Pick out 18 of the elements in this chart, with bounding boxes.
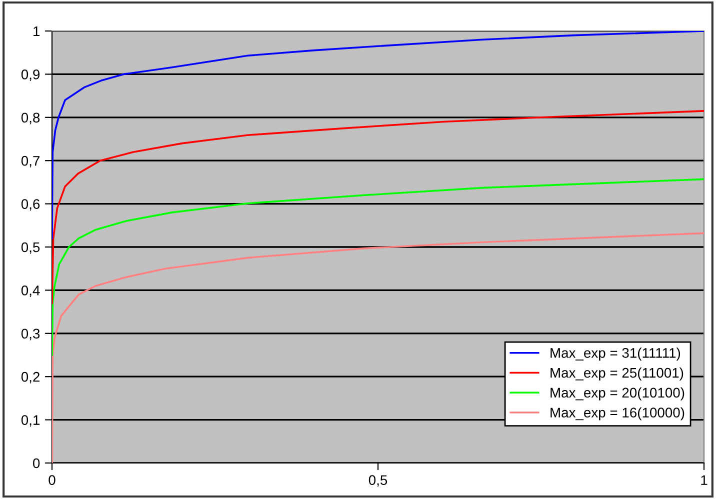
legend-label: Max_exp = 31(11111) bbox=[550, 348, 680, 361]
x-tick-label: 0,5 bbox=[368, 475, 388, 487]
y-tick-label: 0 bbox=[33, 458, 40, 468]
y-tick-label: 0,5 bbox=[21, 242, 40, 254]
y-tick-label: 0,4 bbox=[21, 286, 40, 298]
y-tick-label: 0,1 bbox=[21, 415, 40, 427]
y-tick-label: 1 bbox=[34, 26, 40, 36]
legend-label: Max_exp = 20(10100) bbox=[550, 387, 684, 400]
y-tick-label: 0,9 bbox=[21, 70, 40, 82]
legend-label: Max_exp = 25(11001) bbox=[550, 368, 684, 380]
x-tick-label: 0 bbox=[48, 475, 56, 486]
x-tick-label: 1 bbox=[701, 475, 708, 485]
y-tick-label: 0,3 bbox=[21, 328, 40, 340]
y-tick-label: 0,6 bbox=[21, 199, 40, 211]
y-tick-label: 0,8 bbox=[21, 112, 40, 124]
legend-label: Max_exp = 16(10000) bbox=[550, 407, 684, 420]
y-tick-label: 0,7 bbox=[21, 156, 40, 168]
y-tick-label: 0,2 bbox=[21, 372, 40, 384]
